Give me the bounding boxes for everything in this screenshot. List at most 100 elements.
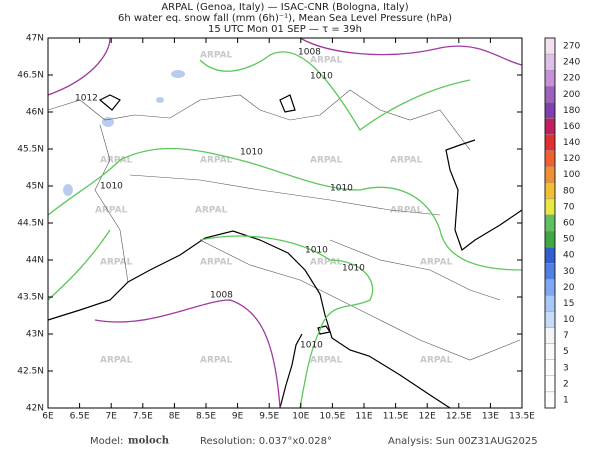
lat-label: 45.5N	[17, 145, 44, 155]
colorbar-frame	[544, 37, 556, 409]
watermark: ARPAL	[310, 258, 343, 268]
watermark: ARPAL	[200, 258, 233, 268]
colorbar-swatch	[544, 375, 556, 393]
map: ARPAL ARPAL ARPAL ARPAL ARPAL ARPAL ARPAL ARPAL…	[17, 34, 535, 422]
lon-label: 9.5E	[259, 412, 279, 422]
colorbar-swatch	[544, 134, 556, 151]
lat-label: 42.5N	[17, 367, 44, 377]
colorbar-label: 120	[563, 154, 580, 164]
model-name: moloch	[128, 436, 170, 447]
lon-label: 13E	[482, 412, 499, 422]
colorbar-label: 240	[563, 58, 580, 68]
contour-label: 1010	[330, 184, 353, 194]
colorbar-swatch	[544, 86, 556, 103]
lat-label: 45N	[26, 182, 44, 192]
colorbar-label: 80	[563, 186, 575, 196]
watermark: ARPAL	[200, 356, 233, 366]
colorbar-label: 200	[563, 90, 580, 100]
footer: Model: moloch Resolution: 0.037°x0.028° …	[90, 436, 538, 448]
lat-label: 46N	[26, 108, 44, 118]
colorbar-label: 15	[563, 299, 574, 309]
watermark: ARPAL	[100, 156, 133, 166]
colorbar-label: 3	[563, 363, 569, 373]
watermark: ARPAL	[200, 156, 233, 166]
colorbar-label: 7	[563, 331, 569, 341]
contour-label: 1010	[342, 264, 365, 274]
lon-label: 13.5E	[509, 412, 535, 422]
colorbar-label: 30	[563, 267, 575, 277]
watermark: ARPAL	[420, 356, 453, 366]
watermark: ARPAL	[310, 356, 343, 366]
watermark: ARPAL	[100, 356, 133, 366]
lon-label: 8E	[169, 412, 181, 422]
watermark: ARPAL	[200, 51, 233, 61]
lat-label: 47N	[26, 34, 44, 44]
lon-label: 11E	[355, 412, 372, 422]
lat-label: 43N	[26, 330, 44, 340]
contour-label: 1010	[100, 182, 123, 192]
contour-label: 1010	[300, 341, 323, 351]
borders	[47, 89, 521, 361]
colorbar-label: 180	[563, 106, 580, 116]
colorbar-label: 20	[563, 283, 575, 293]
colorbar-swatch	[544, 246, 556, 264]
colorbar: 2702402202001801601401201008070605040302…	[544, 37, 580, 409]
watermark: ARPAL	[310, 56, 343, 66]
colorbar-label: 270	[563, 42, 580, 52]
lat-label: 43.5N	[17, 293, 44, 303]
colorbar-swatch	[544, 295, 556, 312]
colorbar-swatch	[544, 102, 556, 119]
watermark: ARPAL	[390, 156, 423, 166]
header-line: 15 UTC Mon 01 SEP — τ = 39h	[208, 24, 362, 35]
colorbar-swatch	[544, 182, 556, 200]
watermark: ARPAL	[100, 258, 133, 268]
lon-label: 12.5E	[446, 412, 472, 422]
isobars	[47, 37, 523, 409]
contour-label: 1010	[240, 148, 263, 158]
lon-label: 7E	[105, 412, 117, 422]
header: ARPAL (Genoa, Italy) — ISAC-CNR (Bologna…	[118, 2, 452, 35]
model-label: Model:	[90, 436, 123, 447]
watermark: ARPAL	[390, 206, 423, 216]
colorbar-swatch	[544, 214, 556, 232]
resolution: Resolution: 0.037°x0.028°	[200, 436, 332, 447]
watermarks: ARPAL ARPAL ARPAL ARPAL ARPAL ARPAL ARPAL ARPAL…	[95, 51, 453, 366]
colorbar-swatch	[544, 53, 556, 71]
contour-labels: 1008 1012 1010 1010 1010 1010 1010 1010 …	[75, 48, 365, 351]
watermark: ARPAL	[95, 206, 128, 216]
colorbar-swatch	[544, 230, 556, 248]
lat-label: 46.5N	[17, 71, 44, 81]
colorbar-label: 160	[563, 122, 580, 132]
colorbar-label: 1	[563, 395, 569, 405]
lon-label: 9E	[232, 412, 244, 422]
colorbar-label: 40	[563, 251, 575, 261]
lon-label: 6E	[42, 412, 54, 422]
colorbar-swatch	[544, 391, 556, 409]
lon-label: 10E	[292, 412, 309, 422]
colorbar-swatch	[544, 327, 556, 344]
colorbar-swatch	[544, 166, 556, 183]
analysis: Analysis: Sun 00Z31AUG2025	[388, 436, 538, 447]
colorbar-swatch	[544, 118, 556, 135]
map-area	[48, 38, 522, 408]
lon-label: 6.5E	[70, 412, 90, 422]
colorbar-swatch	[544, 69, 556, 87]
colorbar-swatch	[544, 150, 556, 167]
colorbar-label: 2	[563, 379, 569, 389]
watermark: ARPAL	[420, 258, 453, 268]
lon-label: 7.5E	[133, 412, 153, 422]
lat-label: 44N	[26, 256, 44, 266]
colorbar-label: 50	[563, 235, 575, 245]
lon-label: 10.5E	[320, 412, 346, 422]
colorbar-label: 140	[563, 138, 580, 148]
colorbar-swatch	[544, 311, 556, 328]
watermark: ARPAL	[310, 156, 343, 166]
header-line: ARPAL (Genoa, Italy) — ISAC-CNR (Bologna…	[161, 2, 408, 13]
colorbar-swatch	[544, 359, 556, 377]
lon-label: 8.5E	[196, 412, 216, 422]
lon-label: 12E	[419, 412, 436, 422]
lon-label: 11.5E	[383, 412, 409, 422]
contour-label: 1010	[310, 72, 333, 82]
colorbar-swatch	[544, 263, 556, 280]
